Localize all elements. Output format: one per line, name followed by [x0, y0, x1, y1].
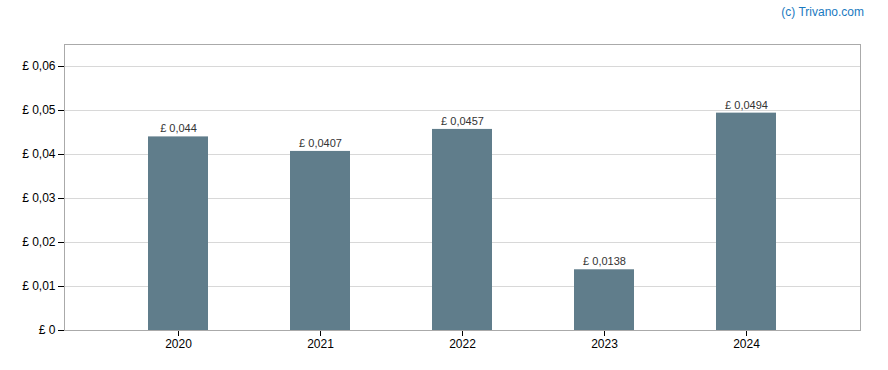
html-text:(c) Trivano.com: (c) Trivano.com	[781, 5, 864, 19]
svg-text:2024: 2024	[733, 337, 760, 351]
svg-text:£ 0,0138: £ 0,0138	[583, 255, 626, 267]
svg-text:2020: 2020	[165, 337, 192, 351]
svg-text:£ 0,02: £ 0,02	[22, 235, 56, 249]
svg-text:2023: 2023	[591, 337, 618, 351]
svg-text:£ 0,06: £ 0,06	[22, 59, 56, 73]
svg-text:£ 0,044: £ 0,044	[160, 122, 197, 134]
svg-text:£ 0,01: £ 0,01	[22, 279, 56, 293]
svg-text:£ 0,05: £ 0,05	[22, 103, 56, 117]
svg-text:2021: 2021	[307, 337, 334, 351]
svg-text:£ 0: £ 0	[39, 323, 56, 337]
svg-text:£ 0,0494: £ 0,0494	[725, 99, 768, 111]
svg-text:£ 0,0457: £ 0,0457	[441, 115, 484, 127]
svg-text:2022: 2022	[449, 337, 476, 351]
svg-text:£ 0,0407: £ 0,0407	[299, 137, 342, 149]
svg-text:£ 0,04: £ 0,04	[22, 147, 56, 161]
svg-text:£ 0,03: £ 0,03	[22, 191, 56, 205]
